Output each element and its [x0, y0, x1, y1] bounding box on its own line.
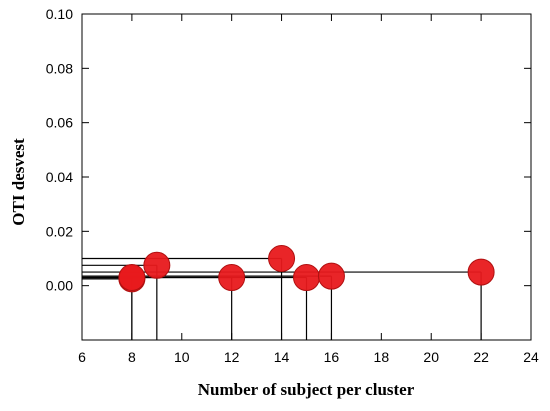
x-axis-title: Number of subject per cluster	[198, 380, 415, 399]
y-tick-label: 0.06	[46, 115, 73, 131]
x-tick-label: 22	[473, 349, 489, 365]
data-point	[268, 245, 296, 272]
x-tick-label: 24	[523, 349, 539, 365]
data-point	[467, 258, 495, 286]
x-tick-label: 20	[423, 349, 439, 365]
data-point	[317, 262, 345, 290]
y-tick-label: 0.02	[46, 223, 73, 239]
x-tick-label: 8	[128, 349, 136, 365]
data-point	[293, 264, 320, 292]
x-tick-label: 14	[274, 349, 290, 365]
y-axis-ticks: 0.00 0.02 0.04 0.06 0.08 0.10	[46, 6, 531, 294]
data-points	[118, 245, 495, 293]
x-tick-label: 16	[324, 349, 340, 365]
x-axis-ticks: 6 8 10 12 14 16 18 20 22 24	[78, 14, 539, 365]
x-tick-label: 6	[78, 349, 86, 365]
y-tick-label: 0.04	[46, 169, 73, 185]
x-tick-label: 12	[224, 349, 240, 365]
x-tick-label: 10	[174, 349, 190, 365]
y-tick-label: 0.10	[46, 6, 73, 22]
y-axis-title: OTI desvest	[9, 138, 28, 226]
x-tick-label: 18	[374, 349, 390, 365]
y-tick-label: 0.08	[46, 60, 73, 76]
data-point	[143, 251, 171, 279]
data-point	[118, 264, 146, 292]
y-tick-label: 0.00	[46, 278, 73, 294]
data-point	[218, 264, 246, 292]
